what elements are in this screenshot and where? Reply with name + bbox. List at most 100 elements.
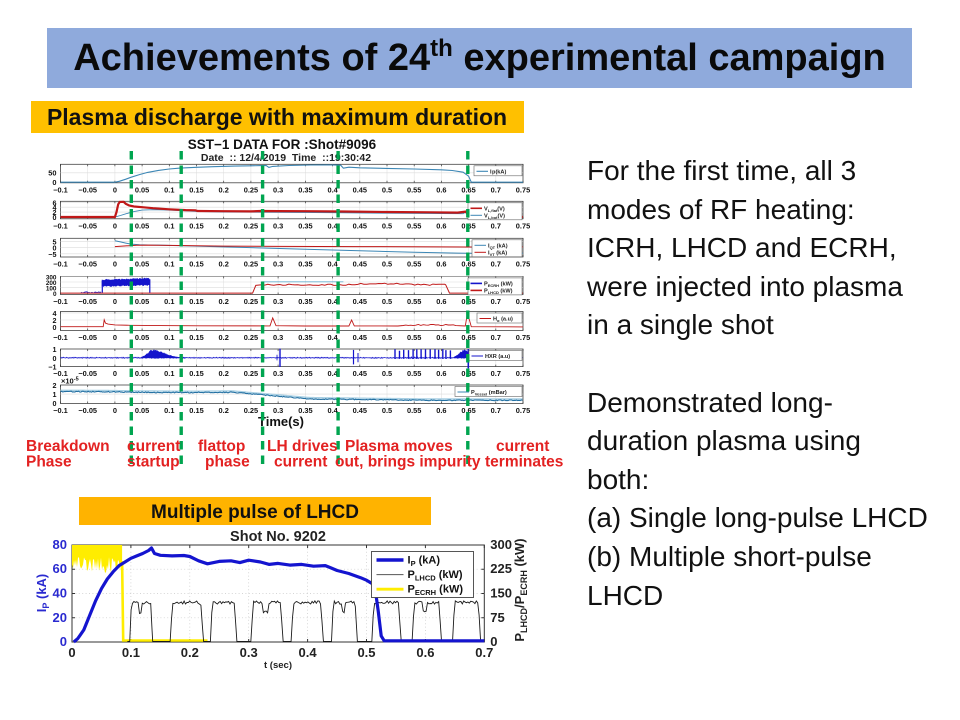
svg-text:0.4: 0.4 bbox=[327, 185, 338, 194]
svg-text:Breakdown: Breakdown bbox=[26, 438, 110, 455]
svg-text:0.2: 0.2 bbox=[219, 297, 229, 306]
svg-text:0.35: 0.35 bbox=[298, 185, 312, 194]
svg-text:0.4: 0.4 bbox=[327, 297, 338, 306]
svg-text:−5: −5 bbox=[48, 250, 56, 259]
svg-text:0.45: 0.45 bbox=[353, 406, 367, 415]
svg-text:0.75: 0.75 bbox=[516, 221, 530, 230]
svg-text:0.75: 0.75 bbox=[516, 369, 530, 378]
svg-text:PECRH (kW): PECRH (kW) bbox=[484, 282, 513, 289]
svg-text:Plasma moves: Plasma moves bbox=[345, 438, 453, 455]
svg-text:0.25: 0.25 bbox=[244, 260, 258, 269]
svg-text:0.7: 0.7 bbox=[491, 297, 501, 306]
svg-text:0.75: 0.75 bbox=[516, 333, 530, 342]
svg-text:0.65: 0.65 bbox=[461, 333, 475, 342]
svg-text:0.25: 0.25 bbox=[244, 185, 258, 194]
svg-text:200: 200 bbox=[46, 280, 57, 287]
svg-text:0.1: 0.1 bbox=[122, 645, 140, 660]
svg-text:−0.05: −0.05 bbox=[78, 185, 97, 194]
svg-text:0: 0 bbox=[113, 185, 117, 194]
svg-text:0: 0 bbox=[113, 369, 117, 378]
svg-text:0.25: 0.25 bbox=[244, 406, 258, 415]
svg-text:0: 0 bbox=[113, 297, 117, 306]
svg-text:0.6: 0.6 bbox=[436, 406, 446, 415]
svg-text:0.3: 0.3 bbox=[273, 333, 283, 342]
svg-text:0.3: 0.3 bbox=[240, 645, 258, 660]
svg-text:0.25: 0.25 bbox=[244, 369, 258, 378]
svg-text:0.6: 0.6 bbox=[436, 260, 446, 269]
svg-text:2: 2 bbox=[53, 208, 57, 217]
svg-text:out, brings impurity: out, brings impurity bbox=[335, 454, 481, 471]
svg-text:0.05: 0.05 bbox=[135, 406, 149, 415]
svg-text:SST−1 DATA FOR :Shot#9096: SST−1 DATA FOR :Shot#9096 bbox=[188, 137, 377, 152]
svg-text:0.55: 0.55 bbox=[407, 260, 421, 269]
svg-text:0.5: 0.5 bbox=[382, 333, 392, 342]
svg-text:I p(kA): I p(kA) bbox=[490, 170, 506, 176]
svg-text:0: 0 bbox=[113, 333, 117, 342]
svg-text:terminates: terminates bbox=[485, 454, 563, 471]
svg-text:0.3: 0.3 bbox=[273, 406, 283, 415]
svg-text:0.7: 0.7 bbox=[475, 645, 493, 660]
svg-text:0.75: 0.75 bbox=[516, 260, 530, 269]
svg-text:0.45: 0.45 bbox=[353, 260, 367, 269]
svg-text:1: 1 bbox=[53, 390, 57, 399]
svg-text:0.1: 0.1 bbox=[164, 333, 174, 342]
svg-text:0.05: 0.05 bbox=[135, 185, 149, 194]
svg-text:0: 0 bbox=[53, 244, 57, 253]
svg-text:current: current bbox=[496, 438, 549, 455]
svg-text:0.45: 0.45 bbox=[353, 297, 367, 306]
svg-text:0.15: 0.15 bbox=[189, 297, 203, 306]
svg-text:0.1: 0.1 bbox=[164, 369, 174, 378]
svg-text:0.55: 0.55 bbox=[407, 297, 421, 306]
svg-text:IP (kA): IP (kA) bbox=[34, 574, 51, 613]
svg-text:Phase: Phase bbox=[26, 454, 72, 471]
svg-text:−0.05: −0.05 bbox=[78, 221, 97, 230]
svg-text:80: 80 bbox=[53, 537, 67, 552]
svg-text:0.3: 0.3 bbox=[273, 297, 283, 306]
svg-text:−0.1: −0.1 bbox=[53, 406, 68, 415]
svg-text:Date :: 12/4/2019 Time ::19: Date :: 12/4/2019 Time ::19:30:42 bbox=[201, 152, 371, 164]
svg-text:0: 0 bbox=[113, 260, 117, 269]
svg-text:0.4: 0.4 bbox=[327, 260, 338, 269]
svg-text:×10-5: ×10-5 bbox=[61, 377, 79, 386]
svg-text:PLHCD (kW): PLHCD (kW) bbox=[484, 289, 513, 296]
svg-text:0.6: 0.6 bbox=[436, 297, 446, 306]
svg-text:20: 20 bbox=[53, 610, 67, 625]
svg-text:0.15: 0.15 bbox=[189, 185, 203, 194]
svg-text:−1: −1 bbox=[48, 363, 56, 372]
svg-text:0.15: 0.15 bbox=[189, 260, 203, 269]
svg-text:0.5: 0.5 bbox=[382, 185, 392, 194]
svg-text:0.7: 0.7 bbox=[491, 221, 501, 230]
svg-text:Hα (a.u): Hα (a.u) bbox=[493, 317, 513, 324]
svg-text:−0.05: −0.05 bbox=[78, 297, 97, 306]
svg-text:0.2: 0.2 bbox=[219, 333, 229, 342]
svg-text:4: 4 bbox=[53, 203, 57, 212]
svg-text:PVessel (mBar): PVessel (mBar) bbox=[471, 390, 507, 397]
svg-text:0.35: 0.35 bbox=[298, 369, 312, 378]
svg-text:0.5: 0.5 bbox=[382, 260, 392, 269]
svg-text:−0.1: −0.1 bbox=[53, 369, 68, 378]
svg-text:0.5: 0.5 bbox=[382, 221, 392, 230]
svg-text:0.5: 0.5 bbox=[382, 406, 392, 415]
svg-text:2: 2 bbox=[53, 381, 57, 390]
svg-text:PLHCD/PECRH (kW): PLHCD/PECRH (kW) bbox=[512, 538, 529, 641]
svg-text:0.2: 0.2 bbox=[181, 645, 199, 660]
svg-text:t (sec): t (sec) bbox=[264, 660, 292, 671]
svg-text:current: current bbox=[274, 454, 327, 471]
svg-text:IVT (kA): IVT (kA) bbox=[488, 251, 507, 258]
svg-text:0.6: 0.6 bbox=[436, 369, 446, 378]
svg-text:0.05: 0.05 bbox=[135, 221, 149, 230]
svg-text:flattop: flattop bbox=[198, 438, 245, 455]
svg-text:0: 0 bbox=[53, 354, 57, 363]
svg-text:0.3: 0.3 bbox=[273, 369, 283, 378]
svg-text:0.4: 0.4 bbox=[327, 369, 338, 378]
svg-text:1: 1 bbox=[53, 345, 57, 354]
svg-text:IQT (kA): IQT (kA) bbox=[488, 244, 508, 251]
svg-text:0.2: 0.2 bbox=[219, 406, 229, 415]
svg-text:0.7: 0.7 bbox=[491, 333, 501, 342]
svg-text:50: 50 bbox=[48, 168, 56, 177]
svg-text:0.05: 0.05 bbox=[135, 260, 149, 269]
svg-text:−0.05: −0.05 bbox=[78, 369, 97, 378]
svg-text:0: 0 bbox=[53, 213, 57, 222]
svg-text:startup: startup bbox=[127, 454, 180, 471]
svg-text:0: 0 bbox=[53, 323, 57, 332]
